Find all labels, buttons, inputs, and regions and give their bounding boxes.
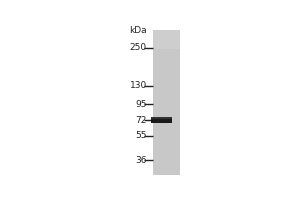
Text: 95: 95 [135, 100, 147, 109]
Text: 55: 55 [135, 131, 147, 140]
Bar [153, 30, 181, 175]
Text: 250: 250 [130, 43, 147, 52]
Bar [152, 117, 172, 123]
Bar [153, 30, 181, 49]
Bar [152, 117, 172, 119]
Text: 36: 36 [135, 156, 147, 165]
Text: 72: 72 [135, 116, 147, 125]
Text: kDa: kDa [129, 26, 147, 35]
Text: 130: 130 [130, 81, 147, 90]
